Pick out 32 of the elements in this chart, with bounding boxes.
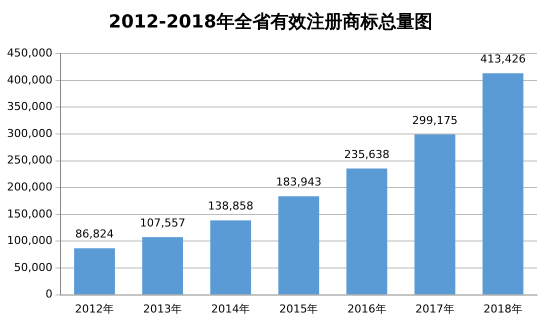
bar xyxy=(210,220,252,294)
y-tick-label: 150,000 xyxy=(6,207,52,220)
y-tick-label: 350,000 xyxy=(6,100,52,114)
chart-title: 2012-2018年全省有效注册商标总量图 xyxy=(108,11,432,32)
data-label: 86,824 xyxy=(75,228,114,241)
bar xyxy=(346,168,388,294)
bar xyxy=(414,134,456,294)
data-label: 235,638 xyxy=(344,148,390,161)
y-tick-label: 0 xyxy=(45,288,52,301)
y-tick-label: 200,000 xyxy=(6,180,52,194)
y-tick-label: 100,000 xyxy=(6,234,52,248)
x-tick-label: 2015年 xyxy=(279,302,318,316)
x-tick-label: 2012年 xyxy=(75,302,114,316)
bar xyxy=(74,248,115,294)
bar xyxy=(142,237,184,294)
x-tick-label: 2014年 xyxy=(211,302,250,316)
x-tick-label: 2013年 xyxy=(143,302,182,316)
bar xyxy=(278,196,320,294)
x-tick-label: 2018年 xyxy=(483,302,522,316)
y-tick-label: 50,000 xyxy=(14,260,52,274)
data-label: 138,858 xyxy=(208,200,254,213)
data-label: 183,943 xyxy=(276,176,322,189)
y-tick-label: 400,000 xyxy=(6,73,52,86)
y-tick-label: 300,000 xyxy=(6,126,52,140)
bar xyxy=(482,73,524,294)
y-tick-label: 250,000 xyxy=(6,154,52,167)
data-label: 413,426 xyxy=(480,52,526,66)
y-tick-label: 450,000 xyxy=(6,46,52,60)
x-tick-label: 2017年 xyxy=(415,302,454,316)
data-label: 107,557 xyxy=(140,216,186,230)
data-label: 299,175 xyxy=(412,114,458,127)
x-tick-label: 2016年 xyxy=(347,302,386,316)
